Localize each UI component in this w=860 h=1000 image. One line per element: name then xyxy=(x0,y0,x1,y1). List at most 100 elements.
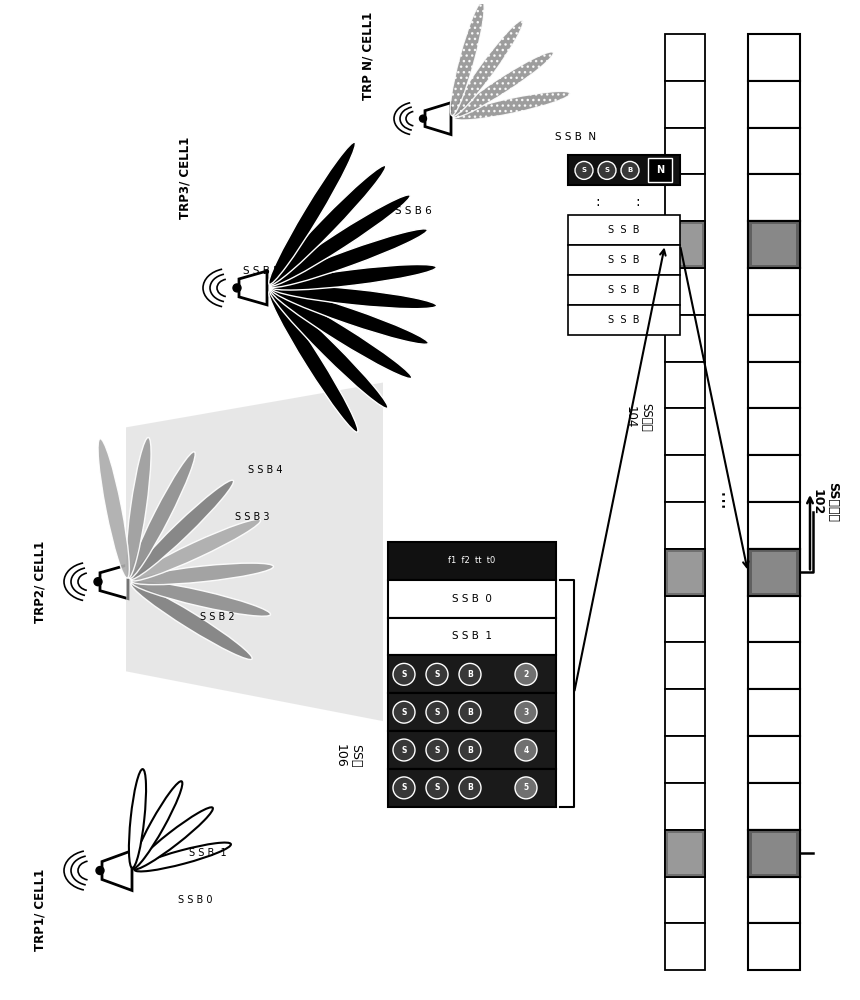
Text: S: S xyxy=(402,783,407,792)
Text: TRP3/ CELL1: TRP3/ CELL1 xyxy=(179,137,192,219)
Bar xyxy=(665,549,705,596)
Text: TRP1/ CELL1: TRP1/ CELL1 xyxy=(34,869,46,951)
Circle shape xyxy=(420,115,427,122)
Ellipse shape xyxy=(453,52,553,118)
Bar xyxy=(748,221,800,268)
Bar xyxy=(748,830,800,877)
Ellipse shape xyxy=(129,452,195,578)
Bar xyxy=(748,549,800,596)
Ellipse shape xyxy=(452,20,523,116)
Bar xyxy=(748,689,800,736)
Circle shape xyxy=(393,777,415,799)
Circle shape xyxy=(393,701,415,723)
Bar xyxy=(388,731,556,769)
Bar xyxy=(665,174,705,221)
Bar xyxy=(748,596,800,642)
Text: S S B 3: S S B 3 xyxy=(235,512,269,522)
Ellipse shape xyxy=(132,519,261,581)
Circle shape xyxy=(621,161,639,179)
Text: :: : xyxy=(636,195,641,209)
Ellipse shape xyxy=(131,480,234,579)
Text: 2: 2 xyxy=(524,670,529,679)
Ellipse shape xyxy=(271,288,428,344)
Bar xyxy=(748,877,800,923)
Text: S  S  B: S S B xyxy=(608,225,640,235)
Circle shape xyxy=(96,867,104,875)
Ellipse shape xyxy=(450,1,484,116)
Bar xyxy=(748,408,800,455)
Bar xyxy=(748,549,800,596)
Bar xyxy=(665,221,705,268)
Bar xyxy=(752,552,796,593)
Ellipse shape xyxy=(268,142,355,284)
Bar xyxy=(665,502,705,549)
Bar xyxy=(752,833,796,874)
Text: S: S xyxy=(402,746,407,755)
Circle shape xyxy=(94,578,102,586)
Bar xyxy=(748,736,800,783)
Bar xyxy=(665,268,705,315)
Text: S S B  1: S S B 1 xyxy=(189,848,227,858)
Text: S: S xyxy=(402,670,407,679)
Bar xyxy=(665,549,705,596)
Bar xyxy=(665,642,705,689)
Ellipse shape xyxy=(126,437,151,578)
Circle shape xyxy=(393,663,415,685)
Bar xyxy=(568,245,680,275)
Text: 4: 4 xyxy=(524,746,529,755)
Text: S  S  B: S S B xyxy=(608,315,640,325)
Bar xyxy=(665,362,705,408)
Text: B: B xyxy=(467,746,473,755)
Circle shape xyxy=(515,701,537,723)
Circle shape xyxy=(459,777,481,799)
Bar xyxy=(388,655,556,693)
Bar xyxy=(388,769,556,807)
Bar xyxy=(665,689,705,736)
Ellipse shape xyxy=(271,229,427,287)
Polygon shape xyxy=(102,851,132,890)
Ellipse shape xyxy=(272,265,436,290)
Bar xyxy=(665,830,705,877)
Bar xyxy=(748,455,800,502)
Bar xyxy=(668,552,702,593)
Bar xyxy=(388,618,556,655)
Text: ...: ... xyxy=(708,487,728,507)
Bar xyxy=(665,830,705,877)
Text: S S B 4: S S B 4 xyxy=(248,465,282,475)
Text: S S B 0: S S B 0 xyxy=(178,895,212,905)
Text: N: N xyxy=(656,165,664,175)
Text: TRP N/ CELL1: TRP N/ CELL1 xyxy=(361,12,374,100)
Ellipse shape xyxy=(270,291,388,408)
Bar xyxy=(665,596,705,642)
Ellipse shape xyxy=(269,291,358,432)
Ellipse shape xyxy=(131,583,252,659)
Circle shape xyxy=(233,284,241,292)
Bar xyxy=(568,305,680,335)
Bar xyxy=(665,455,705,502)
Circle shape xyxy=(515,777,537,799)
Text: 3: 3 xyxy=(524,708,529,717)
Text: 5: 5 xyxy=(524,783,529,792)
Bar xyxy=(748,128,800,174)
Bar xyxy=(665,34,705,81)
Text: B: B xyxy=(467,783,473,792)
Bar xyxy=(748,221,800,268)
Ellipse shape xyxy=(129,769,146,868)
Bar xyxy=(568,275,680,305)
Text: B: B xyxy=(467,670,473,679)
Text: S: S xyxy=(434,746,439,755)
Bar xyxy=(748,174,800,221)
Bar xyxy=(748,830,800,877)
Bar xyxy=(665,81,705,128)
Text: SS机会
104: SS机会 104 xyxy=(624,403,652,432)
Text: B: B xyxy=(467,708,473,717)
Polygon shape xyxy=(239,271,267,305)
Text: S  S  B: S S B xyxy=(608,285,640,295)
Circle shape xyxy=(393,739,415,761)
Text: S S B 5: S S B 5 xyxy=(243,266,280,276)
Text: B: B xyxy=(628,167,633,173)
Bar xyxy=(568,215,680,245)
Circle shape xyxy=(598,161,616,179)
Polygon shape xyxy=(100,565,128,599)
Text: SS块
106: SS块 106 xyxy=(334,744,362,768)
